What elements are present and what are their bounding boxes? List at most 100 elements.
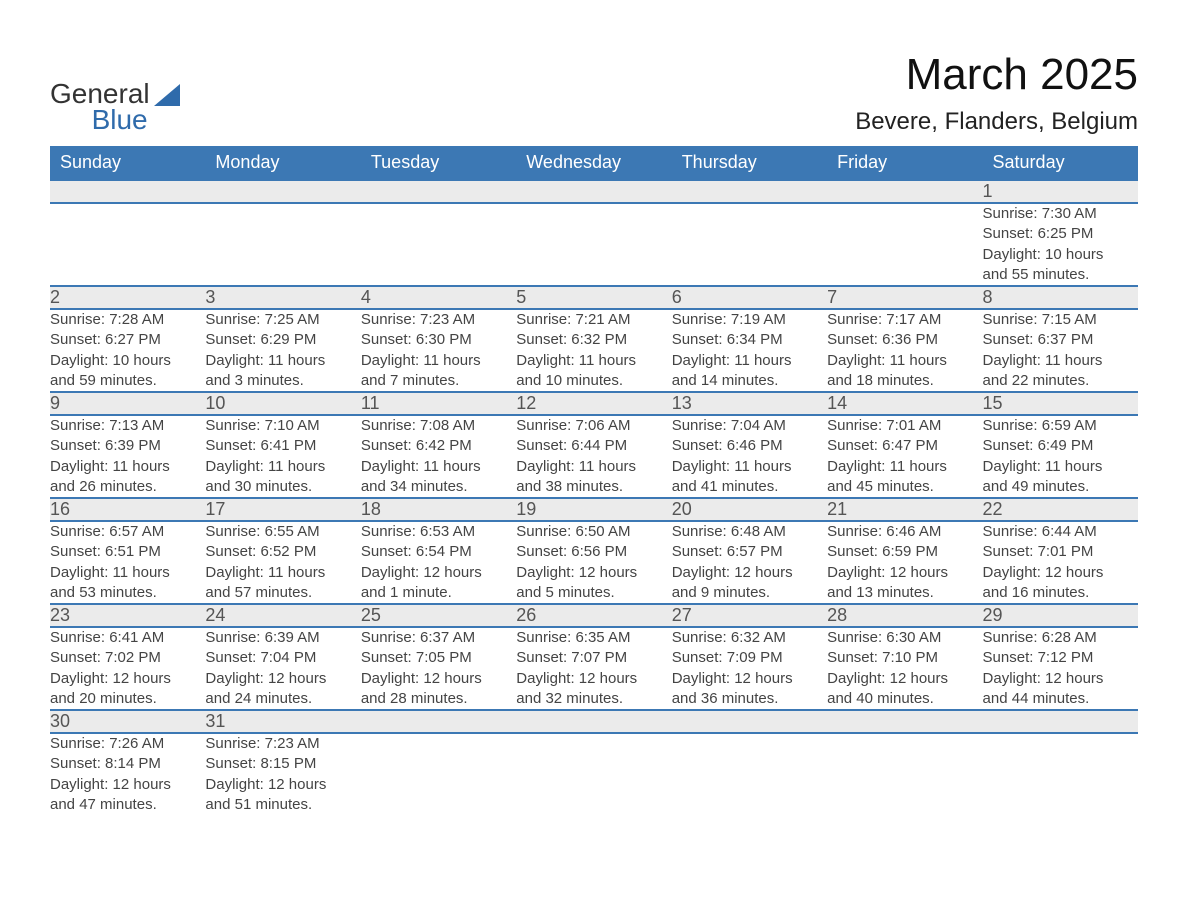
sunrise-text: Sunrise: 6:57 AM — [50, 522, 205, 542]
daylight-text: Daylight: 12 hours — [361, 669, 516, 689]
day-info-cell: Sunrise: 6:55 AMSunset: 6:52 PMDaylight:… — [205, 521, 360, 604]
daylight-text: and 16 minutes. — [983, 583, 1138, 603]
day-number-cell: 26 — [516, 604, 671, 627]
day-info-cell — [205, 203, 360, 286]
day-number-cell: 4 — [361, 286, 516, 309]
day-number-cell: 21 — [827, 498, 982, 521]
sunset-text: Sunset: 7:05 PM — [361, 648, 516, 668]
daylight-text: and 1 minute. — [361, 583, 516, 603]
day-info-cell — [672, 203, 827, 286]
day-info-cell — [827, 733, 982, 815]
daylight-text: and 53 minutes. — [50, 583, 205, 603]
daylight-text: Daylight: 11 hours — [827, 457, 982, 477]
day-number-cell: 9 — [50, 392, 205, 415]
day-number: 22 — [983, 499, 1003, 519]
daylight-text: Daylight: 11 hours — [361, 351, 516, 371]
day-info-cell: Sunrise: 6:41 AMSunset: 7:02 PMDaylight:… — [50, 627, 205, 710]
daylight-text: and 44 minutes. — [983, 689, 1138, 709]
day-number: 19 — [516, 499, 536, 519]
daylight-text: and 30 minutes. — [205, 477, 360, 497]
page-header: General Blue March 2025 Bevere, Flanders… — [50, 50, 1138, 136]
daynum-row: 3031 — [50, 710, 1138, 733]
daylight-text: and 13 minutes. — [827, 583, 982, 603]
weekday-header: Monday — [205, 146, 360, 180]
daylight-text: Daylight: 11 hours — [983, 457, 1138, 477]
day-info-cell: Sunrise: 6:32 AMSunset: 7:09 PMDaylight:… — [672, 627, 827, 710]
sunset-text: Sunset: 6:47 PM — [827, 436, 982, 456]
daylight-text: and 9 minutes. — [672, 583, 827, 603]
day-info-cell: Sunrise: 7:15 AMSunset: 6:37 PMDaylight:… — [983, 309, 1138, 392]
day-info-cell: Sunrise: 7:21 AMSunset: 6:32 PMDaylight:… — [516, 309, 671, 392]
calendar-table: Sunday Monday Tuesday Wednesday Thursday… — [50, 146, 1138, 815]
info-row: Sunrise: 7:30 AMSunset: 6:25 PMDaylight:… — [50, 203, 1138, 286]
day-number-cell — [672, 180, 827, 203]
day-info-cell: Sunrise: 7:25 AMSunset: 6:29 PMDaylight:… — [205, 309, 360, 392]
day-number: 25 — [361, 605, 381, 625]
page-title: March 2025 — [855, 50, 1138, 100]
info-row: Sunrise: 6:57 AMSunset: 6:51 PMDaylight:… — [50, 521, 1138, 604]
day-number-cell: 22 — [983, 498, 1138, 521]
day-number-cell — [361, 710, 516, 733]
sunrise-text: Sunrise: 7:15 AM — [983, 310, 1138, 330]
daylight-text: Daylight: 12 hours — [983, 669, 1138, 689]
day-info-cell: Sunrise: 7:04 AMSunset: 6:46 PMDaylight:… — [672, 415, 827, 498]
day-info-cell: Sunrise: 7:28 AMSunset: 6:27 PMDaylight:… — [50, 309, 205, 392]
day-info-cell: Sunrise: 6:59 AMSunset: 6:49 PMDaylight:… — [983, 415, 1138, 498]
day-number-cell — [827, 710, 982, 733]
daylight-text: Daylight: 11 hours — [672, 351, 827, 371]
sunset-text: Sunset: 7:04 PM — [205, 648, 360, 668]
daylight-text: Daylight: 12 hours — [361, 563, 516, 583]
daylight-text: and 3 minutes. — [205, 371, 360, 391]
weekday-header: Thursday — [672, 146, 827, 180]
day-number-cell: 29 — [983, 604, 1138, 627]
sunrise-text: Sunrise: 7:30 AM — [983, 204, 1138, 224]
sunset-text: Sunset: 6:56 PM — [516, 542, 671, 562]
daylight-text: and 45 minutes. — [827, 477, 982, 497]
logo: General Blue — [50, 80, 180, 134]
day-info-cell: Sunrise: 7:06 AMSunset: 6:44 PMDaylight:… — [516, 415, 671, 498]
day-number: 16 — [50, 499, 70, 519]
day-info-cell: Sunrise: 6:37 AMSunset: 7:05 PMDaylight:… — [361, 627, 516, 710]
logo-triangle-icon — [154, 84, 180, 106]
sunrise-text: Sunrise: 6:48 AM — [672, 522, 827, 542]
day-info-cell: Sunrise: 6:28 AMSunset: 7:12 PMDaylight:… — [983, 627, 1138, 710]
sunset-text: Sunset: 6:27 PM — [50, 330, 205, 350]
day-number: 12 — [516, 393, 536, 413]
day-info-cell — [672, 733, 827, 815]
sunset-text: Sunset: 7:12 PM — [983, 648, 1138, 668]
daylight-text: and 18 minutes. — [827, 371, 982, 391]
daynum-row: 16171819202122 — [50, 498, 1138, 521]
daylight-text: Daylight: 11 hours — [361, 457, 516, 477]
title-block: March 2025 Bevere, Flanders, Belgium — [855, 50, 1138, 136]
daylight-text: and 26 minutes. — [50, 477, 205, 497]
day-info-cell: Sunrise: 7:30 AMSunset: 6:25 PMDaylight:… — [983, 203, 1138, 286]
daylight-text: Daylight: 11 hours — [205, 457, 360, 477]
day-info-cell: Sunrise: 6:44 AMSunset: 7:01 PMDaylight:… — [983, 521, 1138, 604]
daynum-row: 9101112131415 — [50, 392, 1138, 415]
day-number-cell — [50, 180, 205, 203]
day-info-cell: Sunrise: 7:19 AMSunset: 6:34 PMDaylight:… — [672, 309, 827, 392]
day-info-cell: Sunrise: 7:10 AMSunset: 6:41 PMDaylight:… — [205, 415, 360, 498]
sunrise-text: Sunrise: 6:44 AM — [983, 522, 1138, 542]
sunset-text: Sunset: 6:41 PM — [205, 436, 360, 456]
sunrise-text: Sunrise: 7:25 AM — [205, 310, 360, 330]
weekday-header: Wednesday — [516, 146, 671, 180]
day-number-cell: 3 — [205, 286, 360, 309]
day-number: 15 — [983, 393, 1003, 413]
daynum-row: 23242526272829 — [50, 604, 1138, 627]
daylight-text: and 24 minutes. — [205, 689, 360, 709]
weekday-header: Friday — [827, 146, 982, 180]
day-number: 5 — [516, 287, 526, 307]
day-number: 4 — [361, 287, 371, 307]
sunrise-text: Sunrise: 7:08 AM — [361, 416, 516, 436]
day-info-cell: Sunrise: 6:46 AMSunset: 6:59 PMDaylight:… — [827, 521, 982, 604]
daynum-row: 2345678 — [50, 286, 1138, 309]
day-number: 31 — [205, 711, 225, 731]
sunrise-text: Sunrise: 7:19 AM — [672, 310, 827, 330]
sunrise-text: Sunrise: 6:37 AM — [361, 628, 516, 648]
sunrise-text: Sunrise: 7:04 AM — [672, 416, 827, 436]
sunset-text: Sunset: 6:39 PM — [50, 436, 205, 456]
daylight-text: and 36 minutes. — [672, 689, 827, 709]
daylight-text: and 57 minutes. — [205, 583, 360, 603]
daylight-text: and 51 minutes. — [205, 795, 360, 815]
